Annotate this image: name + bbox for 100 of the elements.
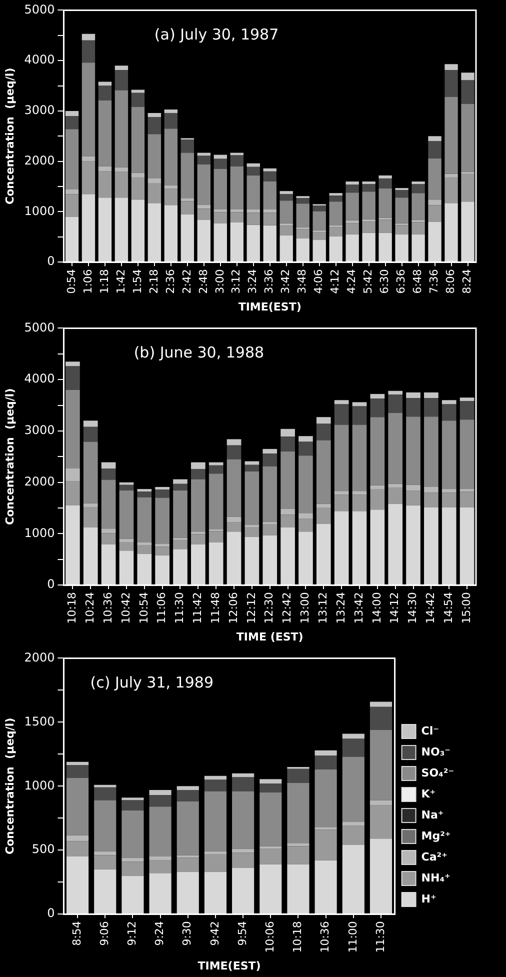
bar — [226, 445, 242, 460]
bar — [246, 212, 260, 225]
bar — [287, 782, 310, 844]
x-tick-label: 8:54 — [70, 921, 84, 946]
bar — [173, 484, 188, 491]
x-tick-label: 10:18 — [291, 921, 304, 953]
bar — [83, 426, 98, 442]
bar — [82, 40, 96, 63]
bar — [314, 830, 337, 860]
x-tick-label: 10:24 — [83, 592, 96, 624]
bar — [155, 490, 170, 498]
x-tick-label: 1:18 — [98, 269, 111, 294]
bar — [428, 222, 442, 262]
bar — [395, 234, 408, 262]
bar — [204, 780, 227, 792]
x-tick-label: 2:18 — [147, 269, 160, 294]
x-tick-label: 3:24 — [246, 269, 260, 294]
bar — [173, 549, 188, 585]
bar — [370, 394, 385, 399]
bar — [352, 402, 367, 406]
bar — [131, 106, 145, 173]
bar — [442, 400, 456, 404]
bar — [280, 191, 293, 194]
y-tick-label: 1000 — [24, 526, 55, 540]
bar — [312, 240, 326, 262]
bar — [461, 202, 474, 262]
bar — [191, 534, 206, 545]
bar — [180, 140, 194, 153]
bar — [312, 211, 326, 230]
y-tick-label: 3000 — [24, 103, 55, 118]
bar — [114, 167, 128, 172]
bar — [262, 448, 278, 454]
bar — [148, 134, 162, 178]
x-tick-label: 14:42 — [424, 592, 438, 624]
bar — [204, 776, 227, 780]
bar — [83, 528, 98, 585]
bar — [246, 175, 260, 210]
legend-label: Ca²⁺ — [421, 850, 448, 864]
bar — [280, 226, 293, 236]
bar — [180, 152, 194, 198]
bar — [137, 554, 152, 585]
x-tick-label: 4:06 — [312, 269, 326, 294]
y-tick-label: 4000 — [24, 52, 55, 67]
x-axis-title: TIME(EST) — [238, 300, 302, 314]
x-tick-label: 9:12 — [126, 921, 139, 946]
bar — [280, 223, 293, 226]
y-tick-label: 2000 — [24, 474, 55, 488]
bar — [346, 184, 359, 193]
bar — [329, 227, 342, 236]
bar — [298, 532, 313, 585]
x-tick-label: 13:00 — [298, 592, 312, 624]
bar — [346, 234, 359, 262]
bar — [83, 507, 98, 528]
bar — [94, 784, 116, 788]
bar — [131, 200, 145, 262]
bar — [362, 232, 376, 262]
bar — [66, 762, 89, 766]
bar — [370, 730, 392, 800]
bar — [230, 212, 244, 222]
bar — [388, 484, 403, 488]
x-tick-label: 14:30 — [406, 592, 420, 624]
bar — [122, 798, 144, 800]
bar — [296, 238, 310, 262]
y-tick-label: 5000 — [24, 2, 55, 16]
x-tick-label: 12:42 — [280, 592, 294, 624]
bar — [230, 152, 244, 156]
bar — [204, 872, 227, 914]
bar — [66, 856, 89, 914]
bar — [262, 454, 278, 466]
bar — [176, 872, 199, 914]
bar — [314, 860, 337, 914]
text: (b) June 30, 1988 — [134, 344, 264, 362]
bar — [352, 494, 367, 512]
bar — [246, 209, 260, 213]
bar — [280, 200, 293, 224]
legend-label: Na⁺ — [421, 808, 444, 822]
bar — [98, 82, 112, 86]
bar — [66, 841, 89, 857]
x-tick-label: 11:48 — [208, 592, 222, 624]
bar — [312, 206, 326, 212]
bar — [460, 492, 474, 508]
bar — [370, 398, 385, 418]
bar — [98, 198, 112, 262]
bar — [342, 826, 364, 846]
bar — [173, 479, 188, 484]
bar — [280, 528, 295, 585]
x-tick-label: 2:48 — [196, 269, 210, 294]
bar — [342, 734, 364, 739]
bar — [298, 436, 313, 442]
x-tick-label: 14:00 — [370, 592, 384, 624]
bar — [395, 225, 408, 234]
y-tick-label: 2000 — [24, 650, 55, 664]
bar — [444, 203, 458, 262]
bar — [406, 505, 420, 585]
bar — [119, 482, 134, 485]
legend-label: Cl⁻ — [421, 724, 440, 738]
bar — [148, 203, 162, 262]
bar — [329, 202, 342, 226]
bar — [82, 62, 96, 156]
bar — [155, 498, 170, 544]
